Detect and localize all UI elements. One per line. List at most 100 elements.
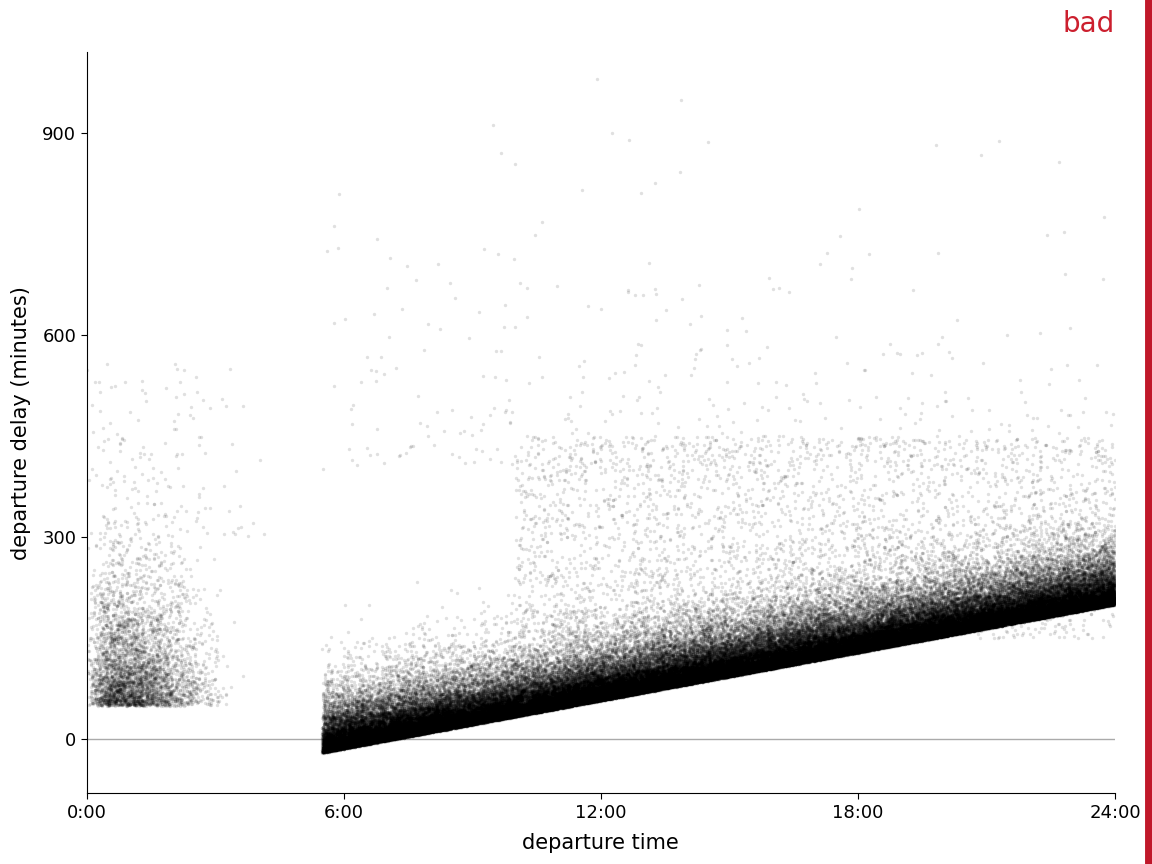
Point xyxy=(695,659,713,673)
Point xyxy=(415,693,433,707)
Point xyxy=(847,640,865,654)
Point xyxy=(1092,575,1111,588)
Point xyxy=(1055,600,1074,614)
Point xyxy=(795,646,813,660)
Point xyxy=(719,626,737,639)
Point xyxy=(869,612,887,626)
Point xyxy=(1076,597,1094,611)
Point xyxy=(621,670,639,684)
Point xyxy=(1078,594,1097,608)
Point xyxy=(695,671,713,685)
Point xyxy=(579,686,598,700)
Point xyxy=(741,448,759,461)
Point xyxy=(577,689,596,703)
Point xyxy=(1025,550,1044,563)
Point xyxy=(842,640,861,654)
Point xyxy=(135,693,153,707)
Point xyxy=(546,694,564,708)
Point xyxy=(803,522,821,536)
Point xyxy=(829,596,848,610)
Point xyxy=(793,548,811,562)
Point xyxy=(1006,569,1024,582)
Point xyxy=(770,648,788,662)
Point xyxy=(156,678,174,692)
Point xyxy=(1061,601,1079,615)
Point xyxy=(804,650,823,664)
Point xyxy=(491,704,509,718)
Point xyxy=(389,732,408,746)
Point xyxy=(533,687,552,701)
Point xyxy=(349,728,367,742)
Point xyxy=(570,696,589,710)
Point xyxy=(498,661,516,675)
Point xyxy=(736,638,755,652)
Point xyxy=(536,607,554,620)
Point xyxy=(675,649,694,663)
Point xyxy=(852,644,871,658)
Point xyxy=(391,731,409,745)
Point xyxy=(1022,607,1040,621)
Point xyxy=(440,707,458,721)
Point xyxy=(675,669,694,683)
Point xyxy=(521,689,539,702)
Point xyxy=(1075,573,1093,587)
Point xyxy=(632,677,651,691)
Point xyxy=(584,444,602,458)
Point xyxy=(1043,540,1061,554)
Point xyxy=(843,645,862,658)
Point xyxy=(439,721,457,734)
Point xyxy=(535,696,553,709)
Point xyxy=(592,689,611,703)
Point xyxy=(340,670,358,683)
Point xyxy=(490,707,508,721)
Point xyxy=(937,621,955,635)
Point xyxy=(533,689,552,702)
Point xyxy=(823,636,841,650)
Point xyxy=(972,617,991,631)
Point xyxy=(917,625,935,638)
Point xyxy=(354,733,372,746)
Point xyxy=(523,673,541,687)
Point xyxy=(441,713,460,727)
Point xyxy=(757,662,775,676)
Point xyxy=(371,729,389,743)
Point xyxy=(817,640,835,654)
Point xyxy=(391,731,409,745)
Point xyxy=(1051,598,1069,612)
Point xyxy=(736,664,755,678)
Point xyxy=(927,627,946,641)
Point xyxy=(1089,585,1107,599)
Point xyxy=(593,689,612,703)
Point xyxy=(1094,589,1113,603)
Point xyxy=(985,607,1003,620)
Point xyxy=(111,698,129,712)
Point xyxy=(1093,592,1112,606)
Point xyxy=(917,619,935,633)
Point xyxy=(977,568,995,581)
Point xyxy=(902,635,920,649)
Point xyxy=(849,629,867,643)
Point xyxy=(510,692,529,706)
Point xyxy=(766,625,785,638)
Point xyxy=(909,626,927,640)
Point xyxy=(943,604,962,618)
Point xyxy=(672,671,690,685)
Point xyxy=(377,724,395,738)
Point xyxy=(340,740,358,754)
Point xyxy=(373,715,392,729)
Point xyxy=(146,674,165,688)
Point xyxy=(1030,604,1048,618)
Point xyxy=(1073,558,1091,572)
Point xyxy=(569,685,588,699)
Point xyxy=(1083,591,1101,605)
Point xyxy=(621,679,639,693)
Point xyxy=(416,703,434,717)
Point xyxy=(166,672,184,686)
Point xyxy=(567,634,585,648)
Point xyxy=(878,607,896,621)
Point xyxy=(869,638,887,651)
Point xyxy=(146,671,165,685)
Point xyxy=(700,669,719,683)
Point xyxy=(798,632,817,645)
Point xyxy=(856,645,874,658)
